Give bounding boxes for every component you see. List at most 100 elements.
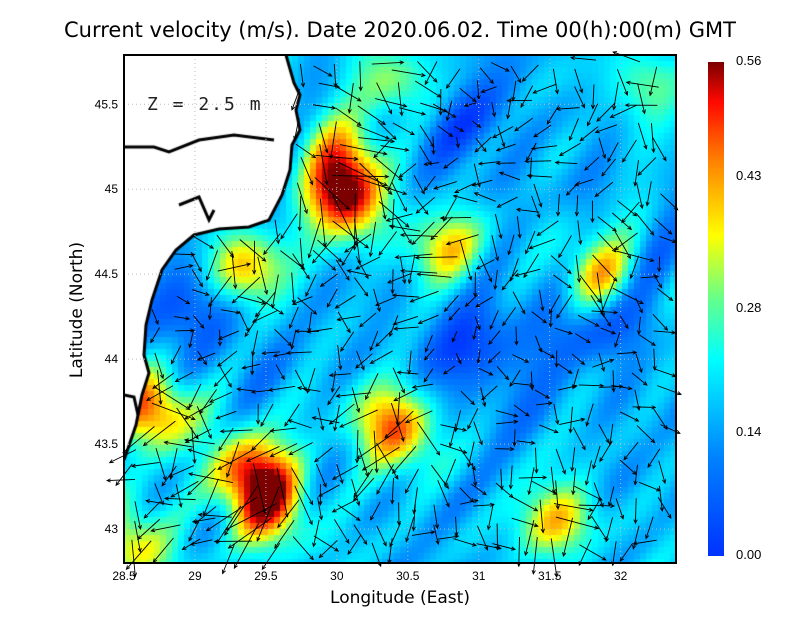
velocity-arrow (169, 465, 195, 477)
velocity-arrowhead (404, 419, 410, 424)
velocity-arrow (579, 544, 607, 561)
velocity-arrow (397, 82, 403, 116)
velocity-arrowhead (401, 388, 405, 394)
velocity-arrow (473, 163, 481, 187)
velocity-arrowhead (662, 479, 667, 485)
velocity-arrowhead (514, 340, 519, 346)
velocity-arrow (559, 418, 585, 426)
velocity-arrow (578, 384, 604, 387)
velocity-arrow (347, 535, 362, 555)
velocity-arrowhead (288, 323, 293, 329)
velocity-arrow (378, 231, 397, 256)
velocity-arrowhead (524, 551, 529, 557)
velocity-arrowhead (445, 241, 451, 246)
velocity-arrowhead (473, 499, 479, 504)
velocity-arrow (397, 392, 401, 426)
velocity-arrowhead (312, 542, 317, 548)
velocity-arrowhead (183, 415, 189, 420)
velocity-arrow (433, 504, 438, 529)
velocity-arrowhead (331, 105, 337, 110)
velocity-arrow (548, 294, 561, 314)
velocity-arrow (157, 370, 162, 405)
velocity-arrowhead (657, 267, 662, 273)
velocity-arrowhead (554, 89, 559, 95)
velocity-arrow (557, 363, 572, 374)
velocity-arrow (557, 385, 577, 391)
velocity-arrow (355, 256, 381, 270)
velocity-arrowhead (430, 530, 436, 535)
velocity-arrowhead (513, 413, 519, 418)
velocity-arrowhead (657, 283, 663, 289)
velocity-arrow (319, 143, 328, 185)
velocity-arrowhead (390, 139, 396, 144)
velocity-arrowhead (188, 343, 193, 349)
velocity-arrowhead (146, 396, 151, 401)
velocity-arrow (494, 269, 498, 290)
velocity-arrowhead (346, 328, 351, 334)
velocity-arrow (533, 83, 557, 94)
velocity-arrow (479, 255, 492, 282)
velocity-arrowhead (517, 233, 522, 239)
velocity-arrow (313, 535, 339, 552)
velocity-arrow (193, 236, 214, 249)
velocity-arrow (337, 311, 351, 333)
velocity-arrowhead (145, 499, 151, 504)
velocity-arrowhead (476, 325, 481, 331)
velocity-arrow (594, 181, 614, 197)
velocity-arrowhead (471, 97, 477, 103)
velocity-arrowhead (633, 181, 638, 187)
velocity-arrowhead (204, 291, 210, 296)
velocity-arrowhead (599, 383, 605, 388)
velocity-arrow (532, 536, 538, 574)
velocity-arrowhead (158, 400, 163, 406)
velocity-arrowhead (566, 269, 572, 275)
velocity-arrowhead (475, 265, 481, 270)
velocity-arrow (329, 373, 352, 376)
velocity-arrowhead (496, 203, 502, 208)
velocity-arrow (660, 193, 678, 211)
velocity-arrow (452, 331, 458, 342)
velocity-arrow (292, 296, 313, 305)
velocity-arrowhead (451, 337, 456, 343)
velocity-arrowhead (209, 398, 215, 403)
velocity-arrowhead (611, 330, 617, 335)
velocity-arrowhead (188, 403, 193, 409)
velocity-arrow (527, 175, 553, 178)
velocity-arrowhead (393, 326, 399, 331)
velocity-arrowhead (190, 328, 196, 333)
velocity-arrowhead (512, 441, 517, 447)
velocity-arrowhead (637, 171, 643, 176)
velocity-arrowhead (359, 322, 364, 328)
velocity-arrow (256, 296, 284, 315)
velocity-arrow (209, 297, 212, 320)
velocity-arrow (607, 142, 619, 162)
velocity-arrow (253, 463, 266, 514)
velocity-arrowhead (199, 324, 205, 329)
velocity-arrow (414, 80, 442, 98)
velocity-arrow (637, 83, 646, 114)
velocity-arrow (152, 372, 175, 389)
velocity-arrow (523, 253, 540, 278)
velocity-arrow (214, 367, 233, 387)
velocity-arrow (416, 61, 438, 83)
velocity-arrow (550, 255, 572, 274)
velocity-arrow (556, 294, 573, 319)
velocity-arrowhead (279, 310, 284, 315)
velocity-arrowhead (540, 306, 545, 312)
velocity-arrowhead (185, 405, 191, 410)
velocity-arrow (592, 84, 595, 109)
velocity-arrow (307, 327, 333, 333)
velocity-arrow (390, 402, 405, 442)
velocity-arrow (318, 123, 328, 153)
velocity-arrowhead (251, 318, 257, 323)
velocity-arrowhead (609, 113, 615, 118)
velocity-arrow (539, 290, 544, 311)
velocity-arrow (592, 254, 618, 282)
velocity-arrowhead (363, 291, 369, 297)
velocity-arrowhead (567, 369, 573, 374)
velocity-arrowhead (340, 347, 345, 352)
velocity-arrowhead (309, 555, 314, 561)
velocity-arrow (616, 351, 637, 355)
velocity-arrow (370, 350, 393, 364)
